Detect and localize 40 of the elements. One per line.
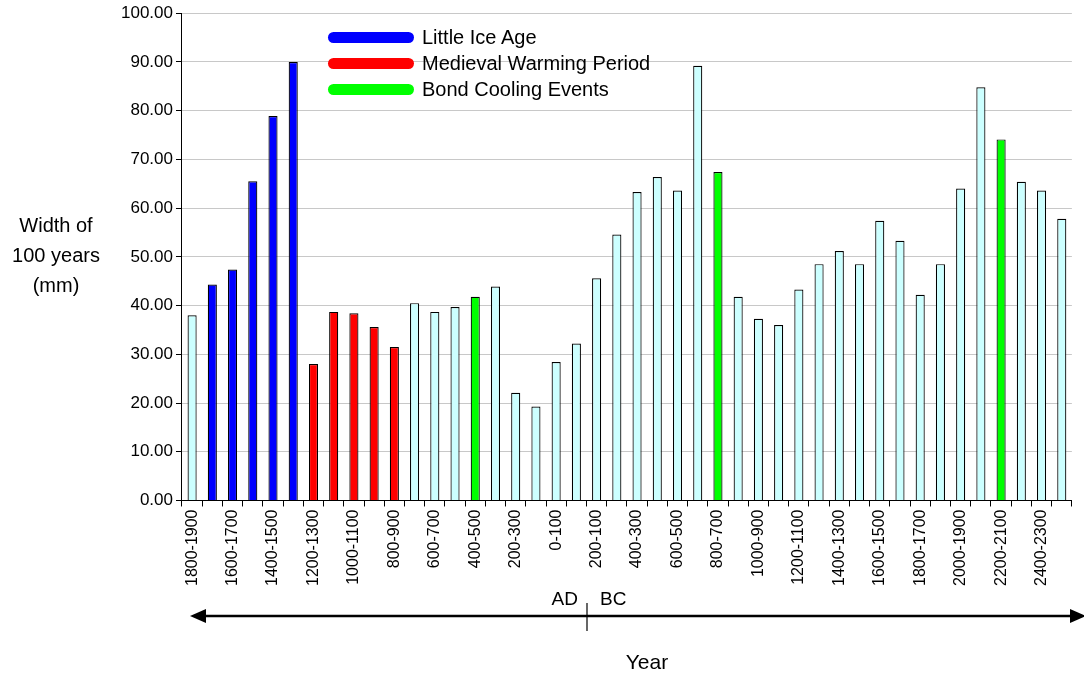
- x-tick-label: 1200-1100: [789, 509, 807, 585]
- x-tick-label: 2200-2100: [991, 509, 1009, 586]
- x-tick-label: 1000-900: [748, 509, 766, 578]
- legend-label: Bond Cooling Events: [422, 77, 609, 102]
- y-axis-title: Width of 100 years (mm): [11, 213, 101, 298]
- y-tick-label: 70.00: [130, 149, 173, 169]
- x-tick-label: 1600-1500: [870, 509, 888, 586]
- x-tick-label: 0-100: [546, 509, 564, 551]
- x-tick-label: 1400-1300: [829, 509, 847, 586]
- x-tick-label: 600-700: [425, 509, 443, 569]
- x-tick-label: 600-500: [667, 509, 685, 569]
- y-tick-label: 50.00: [130, 246, 173, 266]
- legend-label: Little Ice Age: [422, 25, 537, 50]
- x-tick-label: 1200-1300: [303, 509, 321, 586]
- x-tick-label: 200-300: [506, 509, 524, 569]
- x-axis-title: Year: [624, 650, 670, 674]
- y-tick-label: 60.00: [130, 197, 173, 217]
- y-tick-label: 0.00: [139, 490, 173, 510]
- y-tick-label: 90.00: [130, 51, 173, 71]
- y-tick-label: 80.00: [130, 100, 173, 120]
- x-tick-label: 2400-2300: [1031, 509, 1049, 586]
- y-tick-label: 10.00: [130, 441, 173, 461]
- y-tick-label: 20.00: [130, 392, 173, 412]
- y-tick-label: 100.00: [121, 2, 173, 22]
- x-tick-label: 1000-1100: [344, 509, 362, 585]
- x-tick-label: 1800-1700: [910, 509, 928, 586]
- x-tick-label: 400-300: [627, 509, 645, 569]
- y-tick-label: 30.00: [130, 343, 173, 363]
- legend-label: Medieval Warming Period: [422, 51, 651, 76]
- x-tick-label: 200-100: [587, 509, 605, 569]
- x-tick-label: 1400-1500: [263, 509, 281, 586]
- x-tick-label: 1600-1700: [222, 509, 240, 586]
- x-tick-label: 2000-1900: [951, 509, 969, 586]
- x-tick-label: 800-900: [384, 509, 402, 569]
- text: AD: [551, 588, 578, 610]
- x-tick-label: 400-500: [465, 509, 483, 569]
- x-tick-label: 800-700: [708, 509, 726, 569]
- x-tick-label: 1800-1900: [182, 509, 200, 586]
- text: BC: [600, 588, 627, 610]
- y-tick-label: 40.00: [130, 295, 173, 315]
